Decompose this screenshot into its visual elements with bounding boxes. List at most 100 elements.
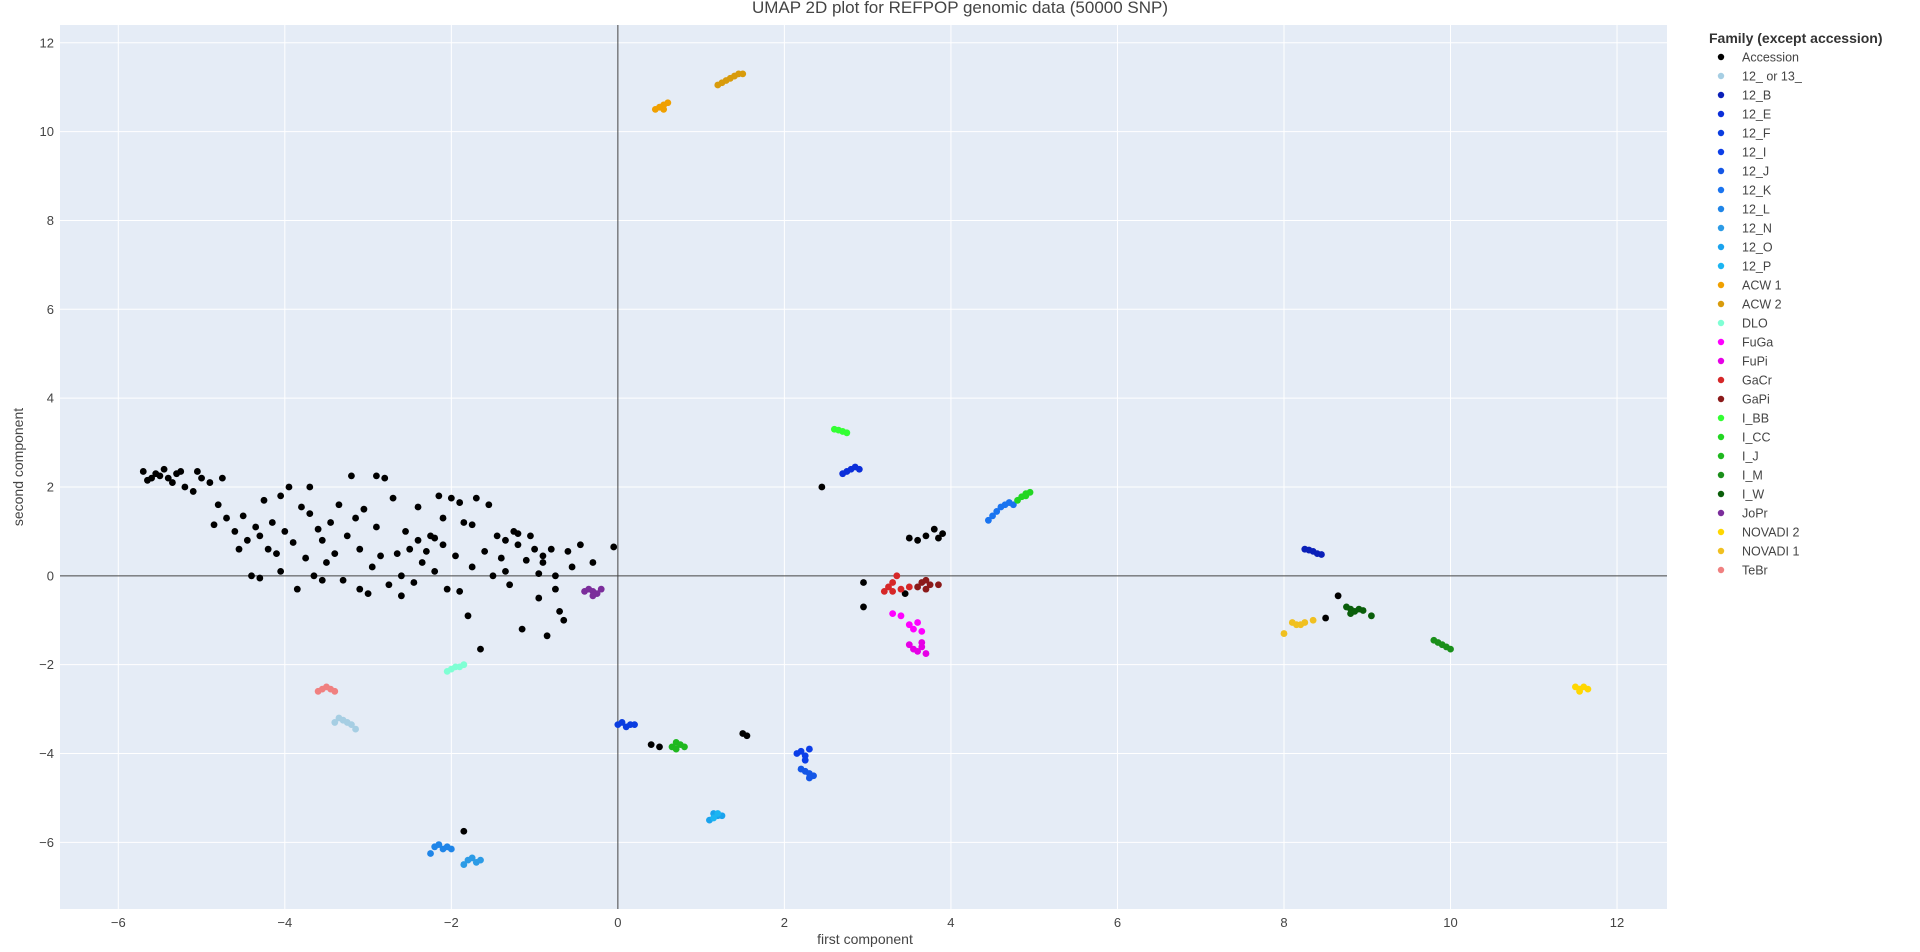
data-point bbox=[210, 521, 218, 529]
data-point bbox=[443, 585, 451, 593]
data-point bbox=[472, 494, 480, 502]
data-point bbox=[389, 494, 397, 502]
data-point bbox=[560, 616, 568, 624]
data-point bbox=[414, 536, 422, 544]
data-point bbox=[860, 603, 867, 611]
legend-marker bbox=[1717, 53, 1725, 61]
data-point bbox=[277, 567, 285, 575]
data-point bbox=[647, 741, 655, 749]
data-point bbox=[502, 567, 509, 575]
data-point bbox=[293, 585, 301, 593]
data-point bbox=[481, 548, 489, 555]
data-point bbox=[348, 721, 355, 729]
data-point bbox=[1009, 501, 1017, 509]
y-tick-label: 2 bbox=[47, 479, 54, 494]
data-point bbox=[1334, 592, 1342, 600]
data-point bbox=[589, 592, 597, 600]
chart-title: UMAP 2D plot for REFPOP genomic data (50… bbox=[752, 0, 1168, 17]
data-point bbox=[460, 661, 468, 669]
legend: Family (except accession) Accession 12_ o… bbox=[1709, 30, 1883, 578]
data-point bbox=[364, 590, 372, 598]
data-point bbox=[535, 570, 543, 578]
data-point bbox=[922, 576, 930, 584]
data-point bbox=[410, 579, 418, 586]
data-point bbox=[431, 534, 439, 542]
data-point bbox=[710, 814, 718, 822]
data-point bbox=[331, 687, 339, 695]
data-point bbox=[989, 512, 996, 520]
data-point bbox=[214, 501, 222, 509]
data-point bbox=[377, 552, 384, 560]
y-tick-label: 10 bbox=[40, 124, 54, 139]
legend-label: FuGa bbox=[1742, 336, 1773, 350]
data-point bbox=[248, 572, 255, 580]
data-point bbox=[514, 541, 522, 549]
data-point bbox=[855, 465, 863, 473]
data-point bbox=[406, 545, 414, 553]
data-point bbox=[310, 572, 318, 580]
legend-marker bbox=[1717, 262, 1725, 270]
legend-label: 12_P bbox=[1742, 260, 1771, 274]
data-point bbox=[439, 541, 447, 549]
data-point bbox=[552, 572, 559, 580]
data-point bbox=[164, 474, 172, 482]
legend-label: FuPi bbox=[1742, 355, 1768, 369]
x-axis-title: first component bbox=[817, 931, 913, 947]
data-point bbox=[181, 483, 189, 491]
data-point bbox=[302, 554, 310, 562]
data-point bbox=[610, 543, 618, 551]
legend-items: Accession 12_ or 13_ 12_B 12_E 12_F 12_I 12_J 1… bbox=[1717, 51, 1803, 578]
data-point bbox=[318, 536, 326, 544]
data-point bbox=[422, 548, 430, 555]
legend-label: 12_K bbox=[1742, 184, 1772, 198]
data-point bbox=[139, 468, 147, 475]
data-point bbox=[260, 496, 268, 504]
data-point bbox=[385, 581, 393, 589]
data-point bbox=[926, 581, 934, 589]
data-point bbox=[373, 523, 380, 531]
data-point bbox=[393, 550, 401, 558]
data-point bbox=[477, 645, 484, 653]
data-point bbox=[506, 581, 514, 589]
data-point bbox=[681, 743, 688, 751]
legend-label: Accession bbox=[1742, 51, 1799, 65]
data-point bbox=[373, 472, 380, 480]
data-point bbox=[597, 585, 605, 593]
data-point bbox=[177, 468, 185, 475]
legend-marker bbox=[1717, 414, 1725, 422]
data-point bbox=[277, 492, 285, 500]
x-tick-label: 6 bbox=[1114, 915, 1121, 930]
data-point bbox=[235, 545, 243, 553]
legend-label: 12_L bbox=[1742, 203, 1770, 217]
data-point bbox=[502, 536, 509, 544]
data-point bbox=[289, 539, 297, 546]
data-point bbox=[343, 532, 351, 540]
legend-label: 12_ or 13_ bbox=[1742, 70, 1803, 84]
data-point bbox=[656, 743, 663, 751]
legend-marker bbox=[1717, 91, 1725, 99]
data-point bbox=[1309, 616, 1317, 624]
data-point bbox=[239, 512, 247, 520]
data-point bbox=[518, 625, 526, 633]
data-point bbox=[1368, 612, 1375, 620]
data-point bbox=[905, 534, 913, 542]
data-point bbox=[914, 619, 922, 626]
legend-label: I_BB bbox=[1742, 412, 1769, 426]
y-axis-ticks: −6 −4 −2 0 2 4 6 8 10 12 bbox=[39, 35, 54, 850]
legend-marker bbox=[1717, 167, 1725, 175]
data-point bbox=[1301, 619, 1309, 626]
data-point bbox=[414, 503, 422, 511]
data-point bbox=[356, 585, 364, 593]
data-point bbox=[198, 474, 205, 482]
data-point bbox=[460, 827, 468, 835]
data-point bbox=[435, 841, 443, 848]
data-point bbox=[893, 572, 901, 580]
y-tick-label: 8 bbox=[47, 213, 54, 228]
x-tick-label: 0 bbox=[614, 915, 621, 930]
data-point bbox=[468, 563, 476, 571]
data-point bbox=[905, 641, 913, 649]
data-point bbox=[160, 465, 168, 473]
legend-marker bbox=[1717, 186, 1725, 194]
legend-label: ACW 2 bbox=[1742, 298, 1782, 312]
